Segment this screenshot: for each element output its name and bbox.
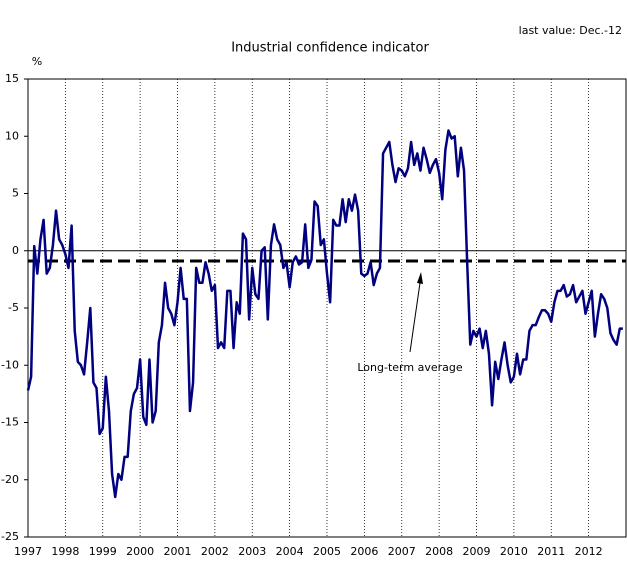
x-tick-label: 2008: [425, 545, 453, 558]
y-tick-label: -5: [8, 301, 19, 314]
x-tick-label: 2006: [350, 545, 378, 558]
y-tick-label: 0: [12, 244, 19, 257]
annotation: Long-term average: [357, 361, 462, 374]
y-tick-label: 15: [5, 72, 19, 85]
note: last value: Dec.-12: [519, 24, 622, 37]
y-tick-label: 5: [12, 187, 19, 200]
y-tick-label: -15: [1, 416, 19, 429]
arrow-head: [417, 272, 423, 284]
x-tick-label: 2000: [126, 545, 154, 558]
x-tick-label: 1998: [51, 545, 79, 558]
chart-title: Industrial confidence indicator: [231, 41, 429, 56]
x-tick-label: 2012: [575, 545, 603, 558]
y-tick-label: 10: [5, 129, 19, 142]
x-tick-label: 1999: [89, 545, 117, 558]
annotation-arrow: [409, 275, 422, 353]
x-tick-label: 2004: [276, 545, 304, 558]
y-tick-label: -25: [1, 530, 19, 543]
x-tick-label: 2002: [201, 545, 229, 558]
x-tick-label: 2005: [313, 545, 341, 558]
x-tick-label: 1997: [14, 545, 42, 558]
x-tick-label: 2007: [388, 545, 416, 558]
x-tick-label: 2003: [238, 545, 266, 558]
y-unit: %: [32, 55, 42, 68]
x-tick-label: 2001: [164, 545, 192, 558]
y-tick-label: -10: [1, 358, 19, 371]
x-tick-label: 2010: [500, 545, 528, 558]
plot-frame: [27, 78, 627, 538]
x-tick-label: 2011: [537, 545, 565, 558]
y-tick-label: -20: [1, 473, 19, 486]
line-series: [26, 129, 623, 499]
x-tick-label: 2009: [463, 545, 491, 558]
